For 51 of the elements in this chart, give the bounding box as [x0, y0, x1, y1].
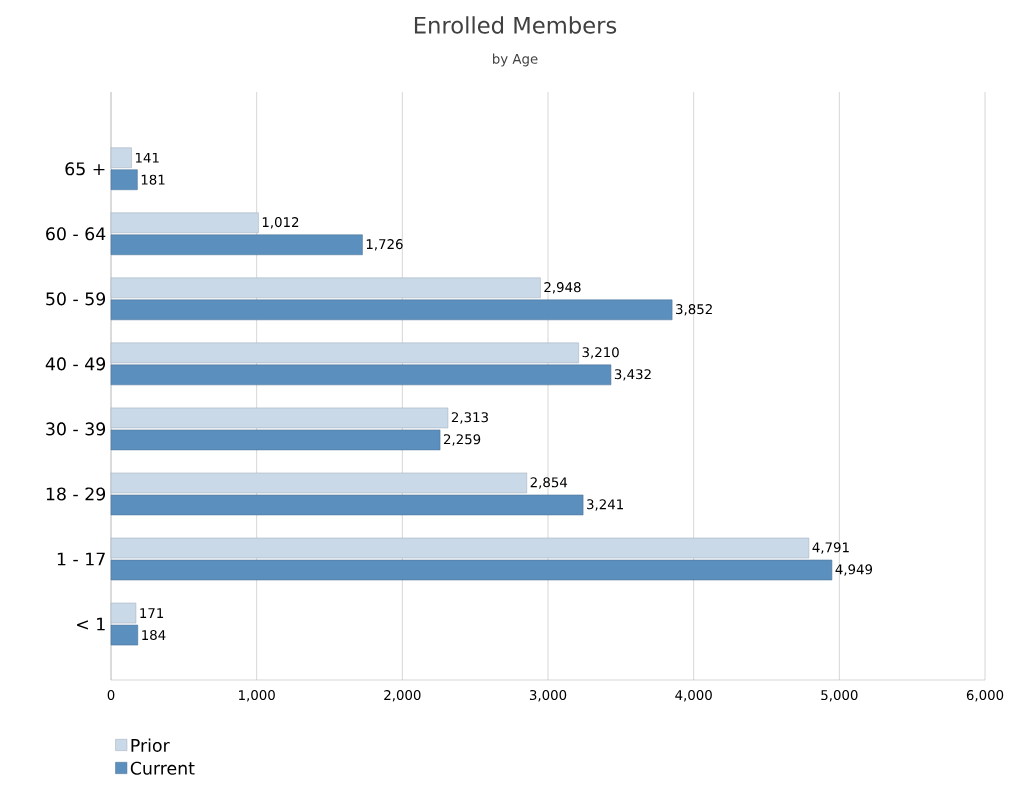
x-tick-label: 0	[107, 690, 115, 701]
bar	[110, 494, 584, 516]
data-label: 2,259	[443, 434, 481, 446]
y-tick-label: 30 - 39	[46, 422, 106, 436]
chart-title: Enrolled Members	[414, 16, 617, 34]
y-tick-label: 65 +	[65, 162, 105, 176]
x-tick-label: 6,000	[966, 690, 1004, 702]
data-label: 4,949	[835, 564, 873, 576]
bar	[110, 559, 833, 581]
bar	[110, 472, 528, 494]
bar	[110, 624, 139, 646]
y-tick-label: < 1	[77, 617, 105, 631]
data-label: 3,210	[582, 347, 619, 359]
data-label: 1,726	[366, 239, 403, 251]
x-tick-label: 4,000	[675, 690, 712, 702]
data-label: 3,852	[676, 304, 712, 316]
bar	[110, 277, 541, 299]
x-tick-label: 1,000	[239, 690, 275, 702]
y-tick-label: 50 - 59	[46, 292, 106, 306]
x-tick-label: 3,000	[529, 690, 567, 702]
x-tick-label: 2,000	[384, 690, 421, 702]
bar	[110, 169, 138, 191]
bar	[110, 364, 612, 386]
x-tick-label: 5,000	[821, 690, 858, 702]
chart-subtitle: by Age	[493, 53, 538, 67]
bar	[110, 234, 363, 256]
data-label: 184	[142, 630, 166, 641]
bar	[110, 342, 579, 364]
y-tick-label: 1 - 17	[57, 552, 105, 566]
data-label: 3,241	[587, 499, 623, 511]
y-tick-label: 60 - 64	[46, 227, 106, 241]
bar	[110, 537, 810, 559]
data-label: 141	[135, 152, 159, 163]
bar	[110, 299, 673, 321]
data-label: 2,854	[530, 477, 568, 489]
data-label: 181	[141, 174, 165, 185]
legend-label: Current	[130, 761, 195, 775]
bar	[110, 147, 132, 169]
bar	[110, 602, 137, 624]
data-label: 2,313	[451, 412, 488, 424]
data-label: 171	[140, 608, 164, 618]
bar	[110, 212, 259, 234]
data-label: 3,432	[614, 369, 651, 381]
bar	[110, 429, 441, 451]
y-tick-label: 18 - 29	[46, 487, 106, 501]
data-label: 4,791	[812, 542, 849, 554]
legend-label: Prior	[131, 738, 170, 752]
data-label: 1,012	[262, 217, 299, 229]
bar	[110, 407, 449, 429]
y-tick-label: 40 - 49	[45, 357, 106, 371]
data-label: 2,948	[544, 282, 581, 294]
